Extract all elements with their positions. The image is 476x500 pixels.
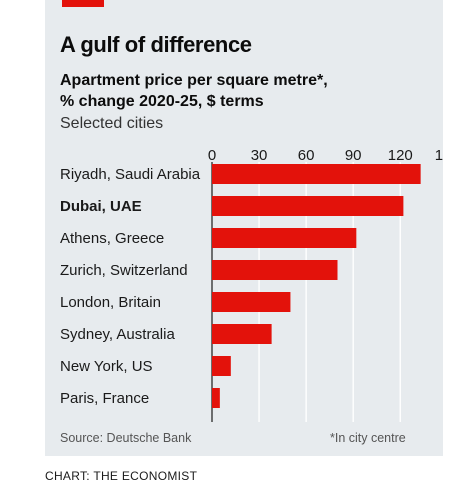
bar	[212, 324, 272, 344]
category-label: Athens, Greece	[60, 230, 164, 247]
chart-subtitle-line-2: % change 2020-25, $ terms	[60, 93, 264, 110]
bar	[212, 228, 357, 248]
x-tick-label: 150	[435, 147, 443, 164]
bar	[212, 196, 404, 216]
category-label: Paris, France	[60, 390, 149, 407]
bar	[212, 260, 338, 280]
bar-chart: 0 30 60 90 120 150 Riyadh, Saudi Arabia Dubai, …	[60, 147, 443, 422]
bar	[212, 388, 220, 408]
x-tick-label: 120	[388, 147, 413, 164]
brand-tag	[62, 0, 104, 7]
chart-credit: CHART: THE ECONOMIST	[45, 469, 198, 483]
bar	[212, 164, 421, 184]
chart-subtitle-line-3: Selected cities	[60, 115, 164, 132]
x-tick-label: 90	[345, 147, 362, 164]
category-label: Sydney, Australia	[60, 326, 175, 343]
x-tick-label: 0	[208, 147, 216, 164]
x-tick-label: 60	[298, 147, 315, 164]
chart-footnote: *In city centre	[330, 431, 406, 445]
chart-subtitle-line-1: Apartment price per square metre*,	[60, 72, 328, 89]
category-label: Zurich, Switzerland	[60, 262, 188, 279]
chart-title: A gulf of difference	[60, 32, 252, 57]
x-tick-label: 30	[251, 147, 268, 164]
chart-source: Source: Deutsche Bank	[60, 431, 192, 445]
category-label: Riyadh, Saudi Arabia	[60, 166, 201, 183]
bar	[212, 356, 231, 376]
category-label: Dubai, UAE	[60, 198, 142, 215]
category-label: London, Britain	[60, 294, 161, 311]
bar	[212, 292, 291, 312]
category-label: New York, US	[60, 358, 153, 375]
